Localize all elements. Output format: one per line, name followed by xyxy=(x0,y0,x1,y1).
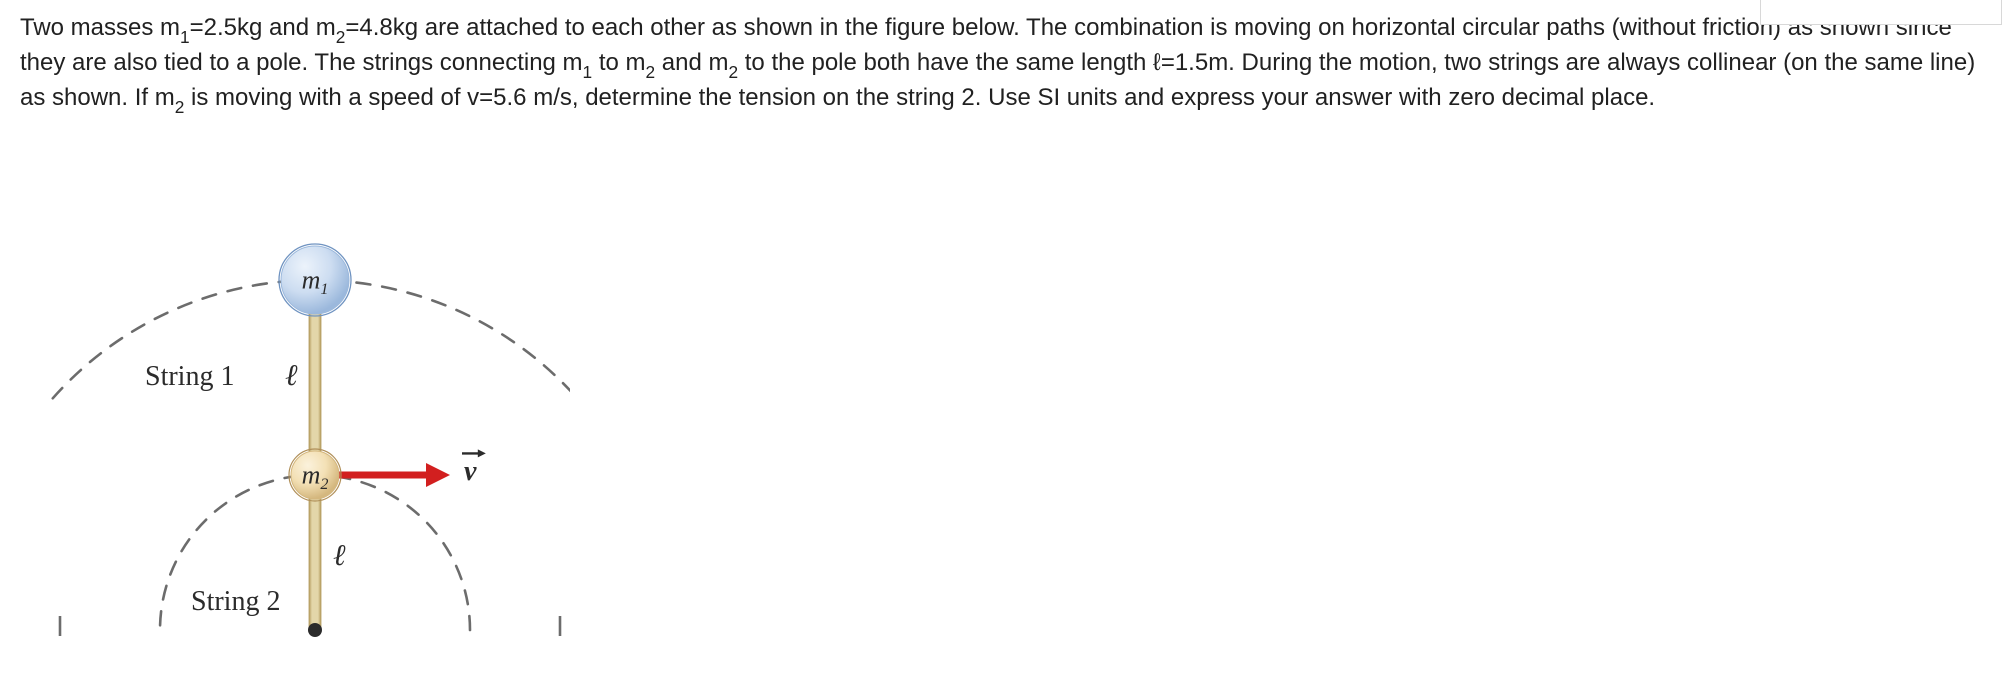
label-v: v xyxy=(464,456,477,487)
text: to m xyxy=(592,49,645,76)
pole xyxy=(308,623,322,637)
sub: 2 xyxy=(646,62,656,82)
figure: m1m2String 1String 2ℓℓv xyxy=(50,200,570,650)
label-string-1: String 1 xyxy=(145,361,234,392)
label-ell-1: ℓ xyxy=(285,359,298,392)
residual-ui-frame xyxy=(1760,0,2002,25)
figure-svg: m1m2String 1String 2ℓℓv xyxy=(50,200,570,650)
sub: 1 xyxy=(180,27,190,47)
sub: 2 xyxy=(336,27,346,47)
label-string-2: String 2 xyxy=(191,586,280,617)
label-ell-2: ℓ xyxy=(333,539,346,572)
text: and m xyxy=(655,49,728,76)
vector-overline-head xyxy=(478,449,486,457)
sub: 2 xyxy=(175,97,185,117)
sub: 2 xyxy=(728,62,738,82)
problem-statement: Two masses m1=2.5kg and m2=4.8kg are att… xyxy=(20,12,1990,117)
sub: 1 xyxy=(583,62,593,82)
text: is moving with a speed of v=5.6 m/s, det… xyxy=(184,84,1655,111)
text: =2.5kg and m xyxy=(190,14,336,41)
velocity-arrow-head xyxy=(426,463,450,487)
text: Two masses m xyxy=(20,14,180,41)
